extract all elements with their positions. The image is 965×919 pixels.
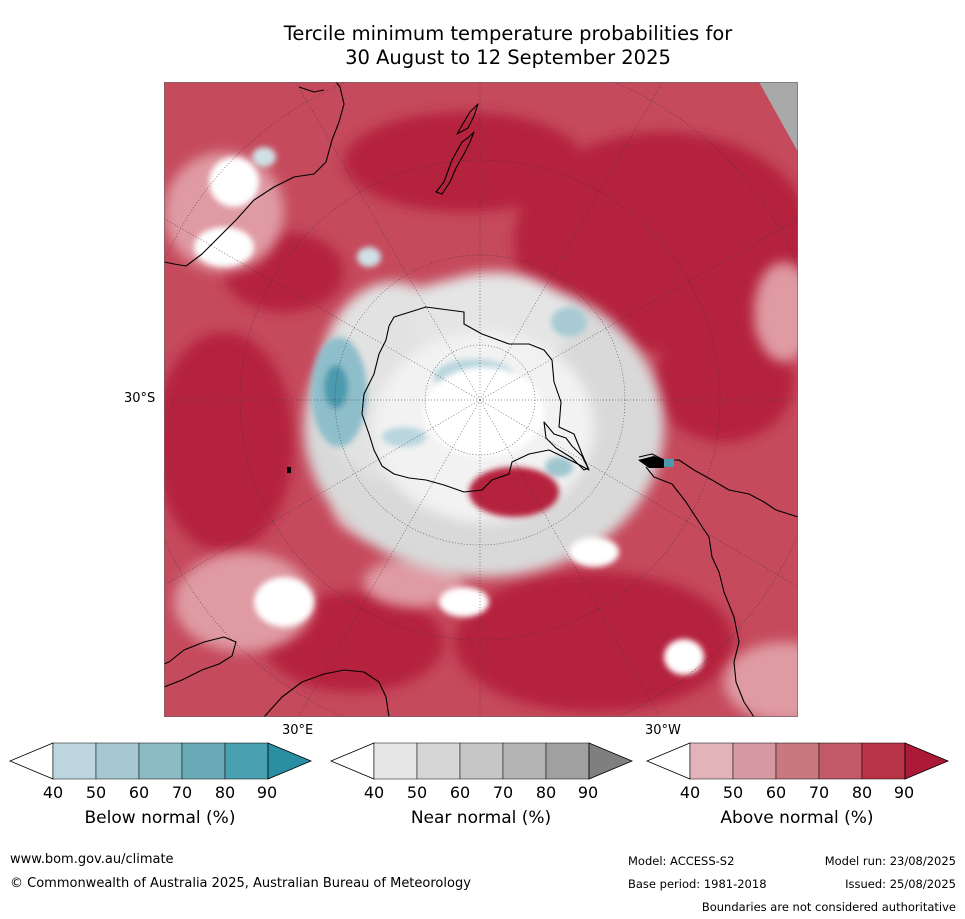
- cb-tick: 60: [765, 783, 787, 802]
- australia-coast: [164, 82, 345, 267]
- title-line-2: 30 August to 12 September 2025: [345, 46, 671, 69]
- falklands-below-patch: [664, 459, 674, 467]
- cb-tick: 70: [808, 783, 830, 802]
- no-signal-regions: [194, 157, 704, 675]
- south-america-coast: [638, 453, 798, 518]
- map-frame: [164, 82, 798, 717]
- lon-label-30w: 30°W: [645, 723, 681, 738]
- colorbar-segment: [459, 742, 504, 780]
- colorbar-segment: [224, 742, 269, 780]
- cb-tick: 50: [406, 783, 428, 802]
- cb-tick: 40: [363, 783, 385, 802]
- cb-tick: 60: [128, 783, 150, 802]
- bom-url-link[interactable]: www.bom.gov.au/climate: [10, 852, 174, 867]
- colorbar-segment: [95, 742, 140, 780]
- colorbar-extension-low: [8, 742, 54, 780]
- new-zealand-coast: [435, 103, 479, 195]
- antarctica-coast: [361, 306, 590, 493]
- model-run-text: Model run: 23/08/2025: [824, 854, 956, 868]
- colorbar-segment: [689, 742, 734, 780]
- colorbar-segment: [775, 742, 820, 780]
- falkland-islands: [638, 456, 669, 468]
- lon-label-30e: 30°E: [282, 723, 314, 738]
- cb-tick: 80: [851, 783, 873, 802]
- colorbar-extension-low: [329, 742, 375, 780]
- cb-tick: 80: [535, 783, 557, 802]
- cb-tick: 70: [171, 783, 193, 802]
- colorbar-segment: [732, 742, 777, 780]
- above-normal-title: Above normal (%): [720, 808, 874, 828]
- strong-above-core: [469, 467, 559, 517]
- colorbar-segment: [138, 742, 183, 780]
- map-canvas: [164, 82, 798, 717]
- disclaimer-text: Boundaries are not considered authoritat…: [701, 900, 956, 914]
- cb-tick: 60: [449, 783, 471, 802]
- colorbar-segment: [545, 742, 590, 780]
- cb-tick: 40: [42, 783, 64, 802]
- colorbar-segment: [818, 742, 863, 780]
- colorbar-segment: [52, 742, 97, 780]
- colorbar-below-svg: [8, 742, 313, 780]
- lat-label-30s: 30°S: [124, 391, 156, 406]
- colorbar-extension-high: [588, 742, 634, 780]
- colorbar-segment: [861, 742, 906, 780]
- near-normal-title: Near normal (%): [410, 808, 552, 828]
- colorbar-near-svg: [329, 742, 634, 780]
- cb-tick: 90: [577, 783, 599, 802]
- chart-title: Tercile minimum temperature probabilitie…: [160, 22, 856, 70]
- cb-tick: 90: [893, 783, 915, 802]
- cb-tick: 50: [85, 783, 107, 802]
- below-normal-colorbar: [8, 742, 313, 780]
- colorbar-above-svg: [645, 742, 950, 780]
- title-line-1: Tercile minimum temperature probabilitie…: [283, 22, 733, 45]
- graticule: [164, 82, 798, 717]
- colorbar-extension-low: [645, 742, 691, 780]
- probability-map: [164, 82, 798, 717]
- issued-text: Issued: 25/08/2025: [845, 877, 956, 891]
- coastlines: [164, 82, 798, 717]
- south-america-west-coast: [645, 466, 755, 717]
- colorbar-extension-high: [904, 742, 950, 780]
- cb-tick: 90: [256, 783, 278, 802]
- colorbar-extension-high: [267, 742, 313, 780]
- antarctic-peninsula: [543, 421, 589, 471]
- australia-north-coast: [298, 86, 325, 93]
- near-normal-colorbar: [329, 742, 634, 780]
- colorbar-segment: [181, 742, 226, 780]
- base-period-text: Base period: 1981-2018: [628, 877, 767, 891]
- below-normal-title: Below normal (%): [84, 808, 236, 828]
- missing-data-area: [759, 82, 798, 152]
- madagascar-coast: [263, 669, 390, 717]
- colorbar-segment: [373, 742, 418, 780]
- copyright-text: © Commonwealth of Australia 2025, Austra…: [10, 876, 471, 891]
- model-text: Model: ACCESS-S2: [628, 854, 735, 868]
- africa-coast: [164, 636, 237, 688]
- above-normal-colorbar: [645, 742, 950, 780]
- cb-tick: 80: [214, 783, 236, 802]
- cb-tick: 70: [492, 783, 514, 802]
- kerguelen-island: [287, 467, 291, 473]
- cb-tick: 40: [679, 783, 701, 802]
- cb-tick: 50: [722, 783, 744, 802]
- colorbar-segment: [502, 742, 547, 780]
- colorbar-segment: [416, 742, 461, 780]
